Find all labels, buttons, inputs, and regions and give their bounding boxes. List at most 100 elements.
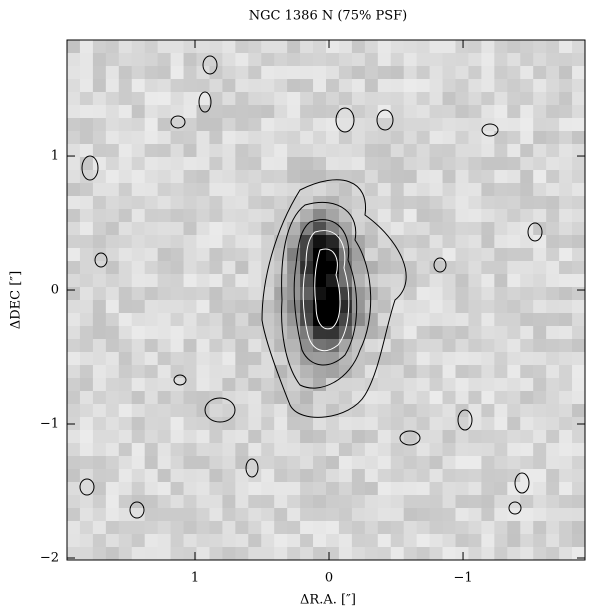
- pixel: [248, 456, 262, 470]
- pixel: [559, 235, 573, 249]
- pixel: [351, 92, 366, 106]
- pixel: [546, 287, 560, 301]
- pixel: [326, 92, 340, 106]
- pixel: [131, 274, 146, 288]
- pixel: [131, 261, 146, 275]
- pixel: [533, 196, 547, 210]
- pixel: [222, 287, 236, 301]
- pixel: [79, 313, 94, 327]
- pixel: [170, 157, 185, 171]
- pixel: [313, 495, 327, 509]
- pixel: [494, 508, 508, 522]
- pixel: [261, 378, 275, 392]
- pixel: [79, 508, 94, 522]
- pixel: [131, 469, 146, 483]
- contour: [281, 201, 372, 389]
- pixel: [67, 365, 81, 379]
- pixel: [209, 248, 223, 262]
- pixel: [364, 300, 379, 314]
- pixel: [326, 534, 340, 548]
- pixel: [338, 534, 353, 548]
- pixel: [261, 521, 275, 535]
- pixel: [131, 313, 146, 327]
- pixel: [338, 66, 353, 80]
- pixel: [183, 261, 197, 275]
- pixel: [377, 66, 392, 80]
- pixel: [442, 40, 456, 54]
- pixel: [157, 365, 172, 379]
- pixel: [468, 53, 482, 67]
- pixel: [144, 92, 159, 106]
- pixel: [183, 274, 197, 288]
- pixel: [248, 534, 262, 548]
- pixel: [79, 378, 94, 392]
- pixel: [351, 300, 366, 314]
- pixel: [261, 469, 275, 483]
- pixel: [209, 313, 223, 327]
- pixel: [248, 482, 262, 496]
- pixel: [494, 79, 508, 93]
- pixel: [559, 521, 573, 535]
- pixel: [92, 430, 107, 444]
- pixel: [313, 352, 327, 366]
- pixel: [403, 261, 418, 275]
- pixel: [313, 365, 327, 379]
- pixel: [105, 92, 120, 106]
- pixel: [118, 40, 133, 54]
- pixel: [313, 326, 327, 340]
- pixel: [546, 183, 560, 197]
- pixel: [118, 144, 133, 158]
- pixel: [416, 79, 431, 93]
- pixel: [455, 521, 469, 535]
- pixel: [222, 482, 236, 496]
- pixel: [364, 534, 379, 548]
- pixel: [546, 40, 560, 54]
- pixel: [287, 300, 301, 314]
- pixel: [235, 118, 249, 132]
- pixel: [416, 313, 431, 327]
- pixel: [144, 248, 159, 262]
- pixel: [442, 105, 456, 119]
- pixel: [442, 53, 456, 67]
- pixel: [572, 482, 586, 496]
- pixel: [494, 417, 508, 431]
- pixel: [338, 209, 353, 223]
- pixel: [455, 326, 469, 340]
- pixel: [442, 430, 456, 444]
- pixel: [455, 417, 469, 431]
- pixel: [170, 183, 185, 197]
- pixel: [118, 157, 133, 171]
- pixel: [287, 456, 301, 470]
- contour: [302, 230, 350, 352]
- pixel: [442, 144, 456, 158]
- pixel: [79, 404, 94, 418]
- pixel: [481, 248, 495, 262]
- pixel: [390, 326, 405, 340]
- pixel: [157, 469, 172, 483]
- pixel: [326, 40, 340, 54]
- pixel: [429, 144, 444, 158]
- pixel: [468, 40, 482, 54]
- pixel: [248, 157, 262, 171]
- pixel: [429, 430, 444, 444]
- pixel: [261, 404, 275, 418]
- pixel: [429, 417, 444, 431]
- pixel: [313, 248, 327, 262]
- pixel: [209, 521, 223, 535]
- pixel: [533, 547, 547, 561]
- pixel: [559, 495, 573, 509]
- pixel: [403, 157, 418, 171]
- pixel: [377, 248, 392, 262]
- pixel: [377, 521, 392, 535]
- pixel: [105, 40, 120, 54]
- pixel: [235, 144, 249, 158]
- pixel: [572, 40, 586, 54]
- contour: [129, 501, 145, 519]
- pixel: [196, 495, 210, 509]
- pixel: [105, 196, 120, 210]
- pixel: [183, 404, 197, 418]
- pixel: [170, 430, 185, 444]
- contour: [514, 472, 530, 494]
- pixel: [533, 209, 547, 223]
- pixel: [533, 79, 547, 93]
